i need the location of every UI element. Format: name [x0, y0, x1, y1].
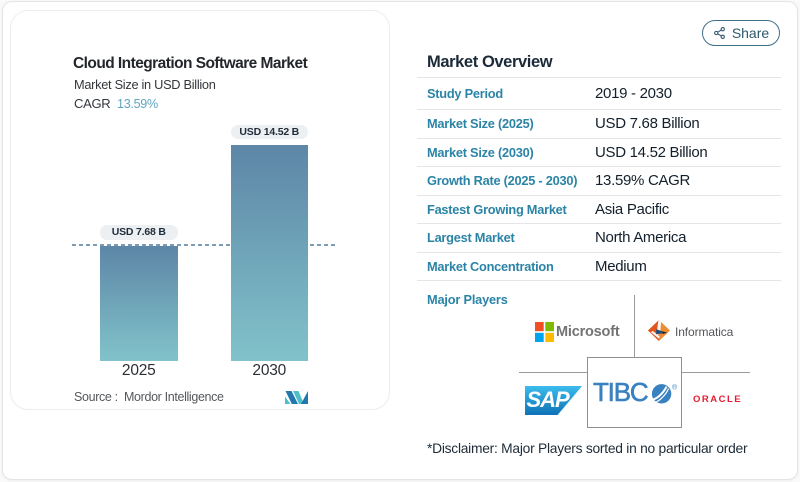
svg-text:®: ®: [672, 384, 677, 392]
